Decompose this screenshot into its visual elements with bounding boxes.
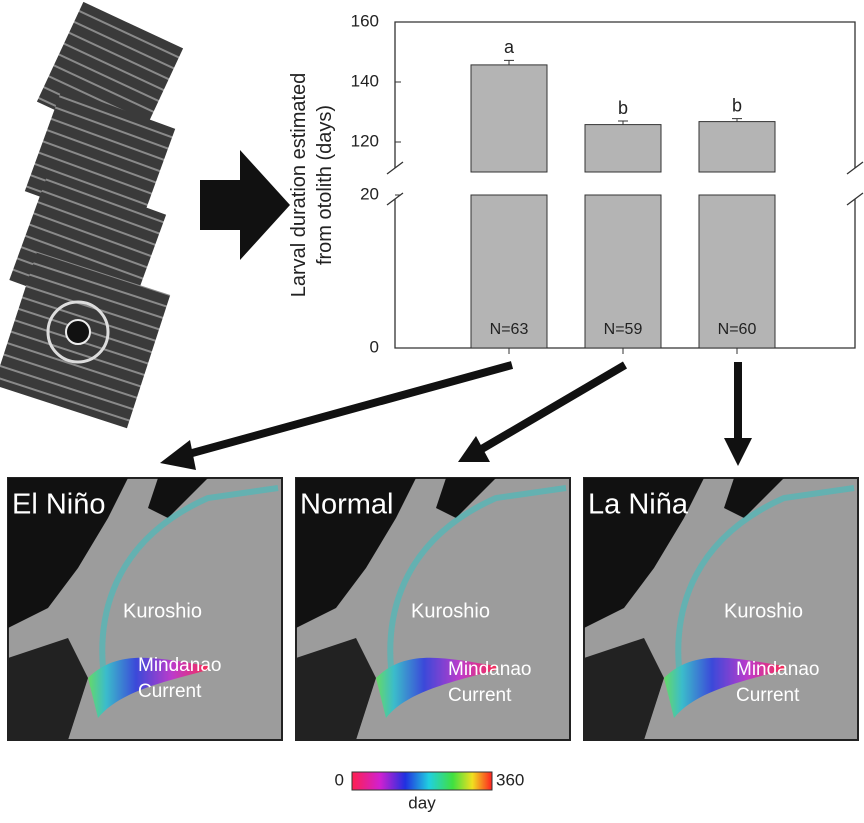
current-label: Kuroshio xyxy=(724,600,803,622)
sample-size-label: N=59 xyxy=(604,321,643,338)
significance-label: b xyxy=(618,98,628,118)
big-arrow xyxy=(200,150,290,260)
current-label: Current xyxy=(448,685,512,706)
colorbar-label: day xyxy=(408,793,436,812)
error-bar xyxy=(504,60,514,65)
sample-size-label: N=63 xyxy=(490,321,529,338)
map-title: El Niño xyxy=(12,489,106,521)
axis-break xyxy=(387,162,403,205)
colorbar-tick-label: 360 xyxy=(496,770,524,789)
figure: 0 20 120 140 160 Larval duration estimatedfro… xyxy=(0,0,864,818)
current-label: Mindanao xyxy=(448,659,531,680)
sample-size-label: N=60 xyxy=(718,321,757,338)
y-tick-label: 120 xyxy=(351,131,379,150)
axis-break xyxy=(847,162,863,205)
current-label: Kuroshio xyxy=(123,600,202,622)
bar xyxy=(471,65,547,172)
significance-label: a xyxy=(504,37,515,57)
map-title: La Niña xyxy=(588,489,689,521)
bar xyxy=(699,122,775,172)
arrows xyxy=(160,362,752,470)
y-tick-label: 20 xyxy=(360,184,379,203)
current-label: Current xyxy=(138,681,202,702)
significance-label: b xyxy=(732,95,742,115)
colorbar-tick-label: 0 xyxy=(335,770,344,789)
current-label: Kuroshio xyxy=(411,600,490,622)
y-tick-label: 0 xyxy=(370,337,379,356)
y-axis-label-line: from otolith (days) xyxy=(314,105,336,265)
current-label: Mindanao xyxy=(138,655,221,676)
bar xyxy=(585,125,661,172)
y-axis-label-line: Larval duration estimated xyxy=(288,73,310,298)
maps: El Niño Kuroshio Mindanao Current Normal Kuro… xyxy=(8,478,858,740)
colorbar: 0 360 day xyxy=(335,770,525,812)
y-tick-label: 140 xyxy=(351,71,379,90)
colorbar-gradient xyxy=(352,772,492,790)
error-bar xyxy=(618,121,628,125)
current-label: Mindanao xyxy=(736,659,819,680)
y-tick-label: 160 xyxy=(351,11,379,30)
current-label: Current xyxy=(736,685,800,706)
map-title: Normal xyxy=(300,489,393,521)
otolith-image xyxy=(0,2,183,428)
